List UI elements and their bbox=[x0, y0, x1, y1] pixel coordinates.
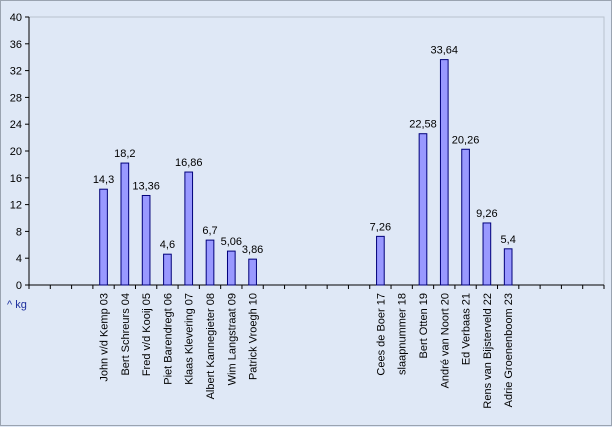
y-tick-label: 8 bbox=[16, 226, 22, 238]
data-label: 14,3 bbox=[93, 174, 114, 186]
bar bbox=[141, 194, 151, 286]
y-tick-label: 36 bbox=[10, 39, 22, 51]
y-tick-label: 20 bbox=[10, 146, 22, 158]
data-label: 6,7 bbox=[202, 225, 217, 237]
category-label: Cees de Boer 17 bbox=[375, 293, 387, 376]
category-label: Bert Schreurs 04 bbox=[120, 293, 132, 376]
category-label: Ed Verbaas 21 bbox=[461, 293, 473, 365]
data-label: 4,6 bbox=[160, 239, 175, 251]
unit-label: ^ kg bbox=[7, 299, 27, 311]
bar bbox=[163, 253, 172, 286]
y-tick-label: 16 bbox=[10, 173, 22, 185]
bar bbox=[461, 148, 470, 286]
category-label: Rens van Bijsterveld 22 bbox=[482, 293, 494, 409]
data-label: 9,26 bbox=[476, 208, 497, 220]
bar bbox=[248, 258, 257, 286]
bar bbox=[482, 222, 492, 286]
category-label: Bert Otten 19 bbox=[418, 293, 430, 358]
category-label: John v/d Kemp 03 bbox=[99, 293, 111, 382]
data-label: 13,36 bbox=[132, 180, 160, 192]
y-tick-label: 28 bbox=[10, 92, 22, 104]
bar bbox=[226, 250, 236, 286]
data-label: 22,58 bbox=[409, 119, 437, 131]
data-label: 20,26 bbox=[452, 134, 480, 146]
category-label: Patrick Vroegh 10 bbox=[248, 293, 260, 380]
bar bbox=[99, 188, 108, 286]
y-tick-label: 40 bbox=[10, 12, 22, 24]
data-label: 5,06 bbox=[221, 236, 242, 248]
data-label: 18,2 bbox=[114, 148, 135, 160]
bar bbox=[120, 162, 130, 286]
bar bbox=[439, 59, 449, 286]
data-label: 3,86 bbox=[242, 244, 263, 256]
category-label: slaapnummer 18 bbox=[397, 293, 409, 375]
bar bbox=[503, 248, 513, 286]
y-tick-label: 12 bbox=[10, 200, 22, 212]
category-label: Adrie Groenenboom 23 bbox=[503, 293, 515, 407]
category-label: Fred v/d Kooij 05 bbox=[141, 293, 153, 376]
y-tick-label: 4 bbox=[16, 253, 22, 265]
y-tick-label: 0 bbox=[16, 280, 22, 292]
bar bbox=[205, 239, 215, 286]
category-label: Piet Barendregt 06 bbox=[162, 293, 174, 385]
category-label: Albert Kannegieter 08 bbox=[205, 293, 217, 399]
y-tick-label: 24 bbox=[10, 119, 22, 131]
bar bbox=[418, 133, 428, 286]
data-label: 33,64 bbox=[431, 45, 459, 57]
category-label: André van Noort 20 bbox=[439, 293, 451, 388]
data-label: 7,26 bbox=[370, 221, 391, 233]
y-tick-label: 32 bbox=[10, 66, 22, 78]
data-label: 16,86 bbox=[175, 157, 203, 169]
bar bbox=[184, 171, 194, 286]
category-label: Wim Langstraat 09 bbox=[226, 293, 238, 385]
data-label: 5,4 bbox=[501, 234, 516, 246]
category-label: Klaas Klevering 07 bbox=[184, 293, 196, 385]
bar bbox=[376, 235, 385, 286]
